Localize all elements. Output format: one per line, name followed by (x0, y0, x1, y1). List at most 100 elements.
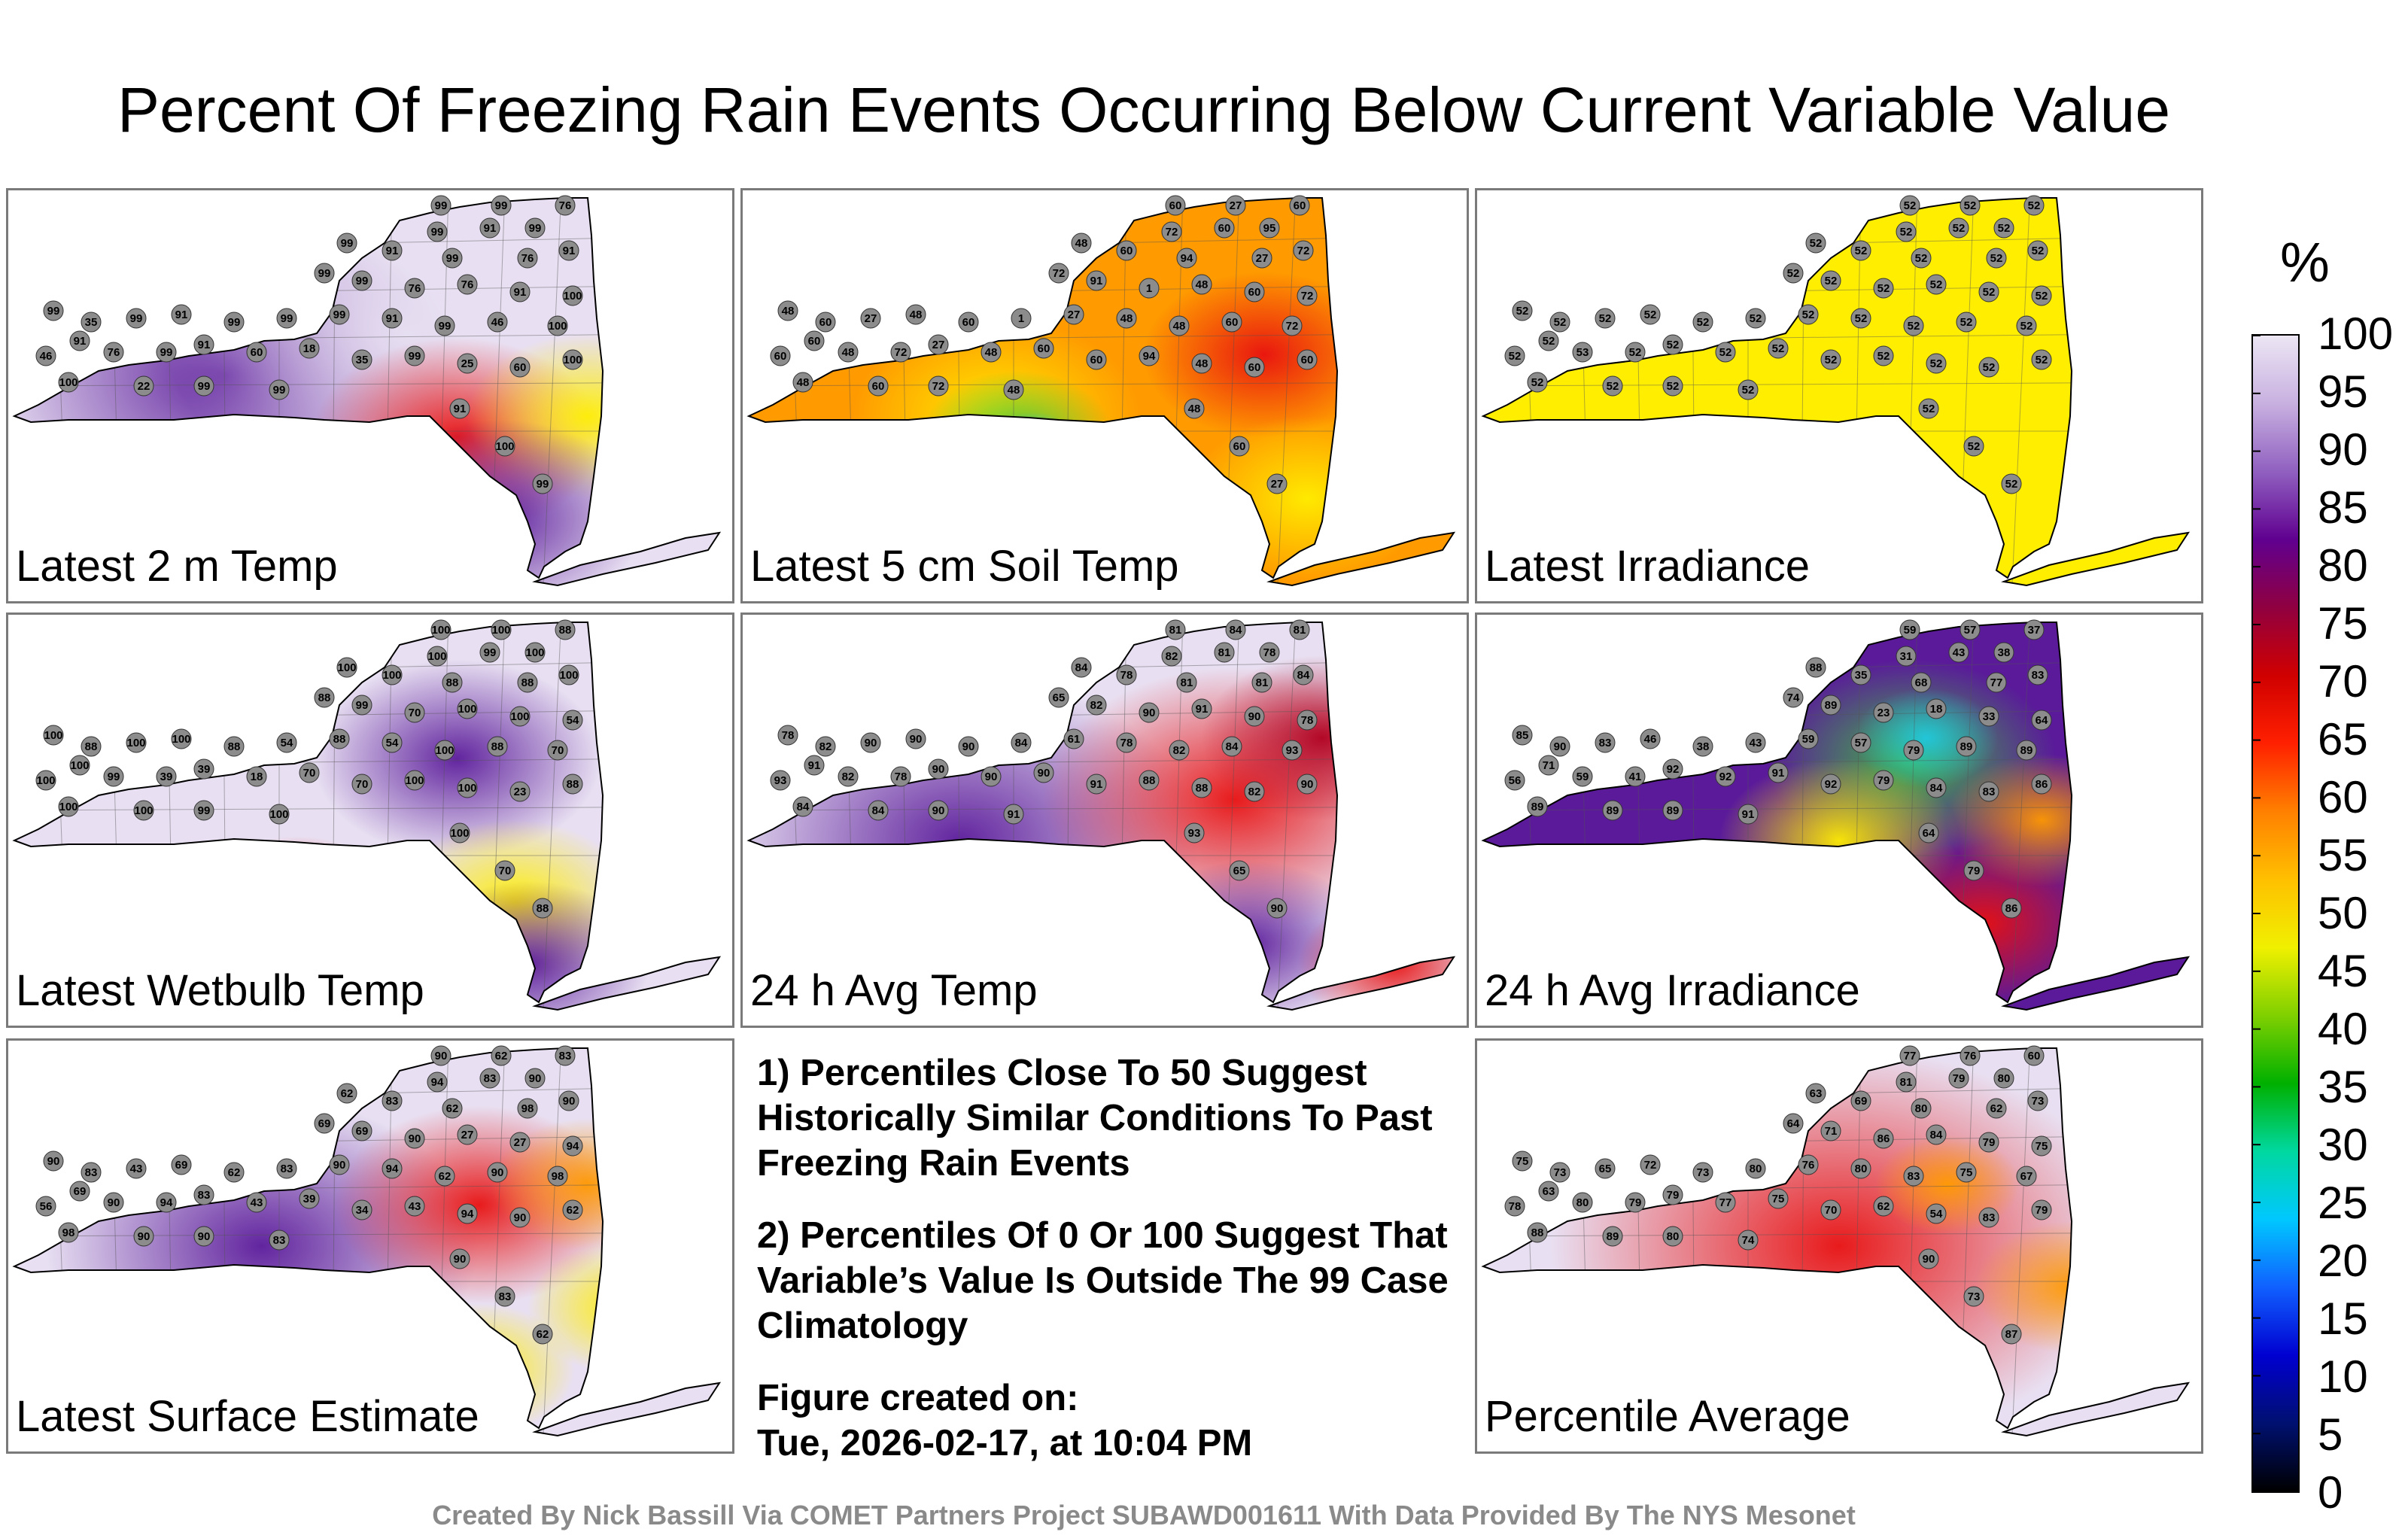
station-marker: 69 (351, 1120, 372, 1141)
station-marker: 100 (491, 619, 512, 640)
station-value: 73 (2032, 1095, 2045, 1108)
station-marker: 59 (1572, 766, 1593, 787)
station-marker: 65 (1595, 1158, 1616, 1179)
county-line (749, 659, 1454, 676)
station-marker: 60 (815, 312, 836, 333)
station-value: 100 (458, 782, 476, 795)
station-marker: 88 (223, 736, 245, 757)
station-value: 25 (461, 357, 474, 370)
station-marker: 60 (1165, 195, 1186, 216)
map-panel: 99 99 76 99 91 99 99 91 99 76 91 99 99 76 76 91 100 99 35 9… (6, 188, 734, 603)
station-value: 46 (1644, 733, 1657, 746)
station-marker: 52 (1512, 300, 1533, 321)
station-marker: 100 (562, 285, 583, 306)
station-value: 83 (1599, 737, 1612, 749)
station-value: 78 (1301, 714, 1314, 727)
station-marker: 93 (1282, 740, 1303, 761)
station-marker: 90 (133, 1226, 154, 1247)
station-value: 52 (1697, 316, 1710, 329)
station-value: 76 (409, 282, 421, 295)
station-value: 27 (1068, 309, 1081, 321)
nys-map: 52 52 52 52 52 52 52 52 52 52 52 52 52 52 52 52 52 52 52 52… (1481, 195, 2191, 587)
station-marker: 89 (1527, 796, 1548, 817)
station-value: 100 (548, 320, 567, 333)
station-marker: 27 (1266, 473, 1288, 494)
station-value: 48 (1196, 278, 1209, 291)
station-value: 99 (435, 199, 448, 212)
station-marker: 52 (1745, 308, 1766, 329)
station-marker: 79 (1903, 740, 1924, 761)
station-value: 100 (495, 440, 514, 453)
station-value: 75 (1960, 1166, 1973, 1179)
station-marker: 80 (1911, 1098, 1932, 1119)
station-value: 84 (1930, 782, 1943, 795)
station-value: 62 (439, 1170, 451, 1183)
station-marker: 84 (792, 796, 813, 817)
county-line (542, 198, 562, 585)
station-value: 75 (1516, 1155, 1529, 1168)
station-value: 77 (1719, 1196, 1732, 1209)
station-marker: 52 (1896, 221, 1917, 242)
station-marker: 1 (1139, 278, 1160, 299)
station-value: 90 (910, 733, 923, 746)
station-marker: 91 (171, 304, 192, 325)
station-value: 67 (2020, 1170, 2033, 1183)
station-marker: 71 (1538, 755, 1559, 776)
station-value: 88 (446, 676, 459, 689)
station-marker: 81 (1289, 619, 1310, 640)
station-value: 35 (85, 316, 98, 329)
station-value: 90 (491, 1166, 504, 1179)
station-marker: 62 (336, 1083, 357, 1104)
station-marker: 52 (1768, 338, 1789, 359)
station-marker: 52 (1595, 308, 1616, 329)
station-value: 100 (559, 669, 578, 682)
station-marker: 60 (1221, 312, 1242, 333)
station-marker: 99 (336, 233, 357, 254)
station-value: 78 (1120, 737, 1133, 749)
station-marker: 79 (1963, 860, 1984, 881)
station-marker: 77 (1986, 672, 2007, 693)
colorbar-tick: 5 (2318, 1409, 2343, 1460)
station-marker: 91 (382, 308, 403, 329)
station-value: 100 (510, 710, 529, 723)
station-marker: 90 (958, 736, 979, 757)
station-marker: 23 (1873, 702, 1894, 723)
station-value: 100 (563, 354, 582, 366)
station-marker: 27 (1251, 248, 1272, 269)
station-marker: 72 (1282, 315, 1303, 336)
station-value: 94 (461, 1208, 474, 1220)
station-marker: 31 (1896, 646, 1917, 667)
station-value: 48 (1173, 320, 1186, 333)
station-marker: 73 (1549, 1162, 1570, 1183)
station-marker: 94 (457, 1203, 478, 1224)
station-marker: 90 (103, 1192, 124, 1213)
field-blob (1201, 655, 1443, 821)
colorbar-tick: 35 (2318, 1062, 2368, 1112)
station-value: 94 (431, 1076, 444, 1089)
station-marker: 91 (1086, 270, 1107, 291)
station-marker: 90 (1266, 898, 1288, 919)
station-value: 48 (842, 346, 855, 359)
station-marker: 99 (532, 473, 553, 494)
station-marker: 46 (487, 312, 508, 333)
station-marker: 52 (1978, 281, 1999, 302)
station-value: 52 (2036, 354, 2048, 366)
station-value: 54 (1930, 1208, 1943, 1220)
station-marker: 1 (1011, 308, 1032, 329)
station-marker: 76 (457, 274, 478, 295)
station-marker: 27 (1225, 195, 1246, 216)
station-marker: 64 (1783, 1113, 1804, 1134)
nys-map: 90 62 83 94 83 90 62 83 62 98 90 69 69 90 27 27 94 90 83 43… (12, 1045, 722, 1437)
station-marker: 99 (193, 375, 214, 397)
station-marker: 43 (1948, 642, 1969, 663)
station-marker: 52 (1820, 270, 1841, 291)
station-value: 43 (1750, 737, 1762, 749)
station-value: 52 (1825, 275, 1838, 287)
station-value: 60 (1301, 354, 1314, 366)
station-marker: 72 (1640, 1154, 1661, 1175)
station-marker: 82 (1161, 646, 1182, 667)
station-value: 86 (2036, 778, 2048, 791)
county-line (1276, 198, 1297, 585)
station-marker: 78 (777, 725, 798, 746)
station-marker: 91 (193, 334, 214, 355)
